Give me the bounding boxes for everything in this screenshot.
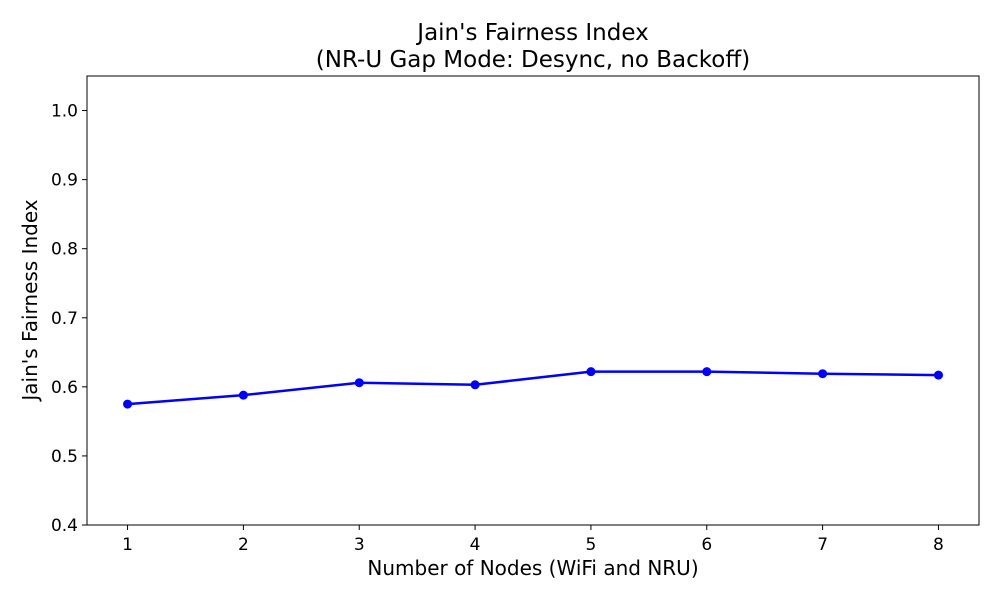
data-point [238, 390, 248, 400]
x-axis-label: Number of Nodes (WiFi and NRU) [367, 556, 698, 580]
y-tick-label: 0.8 [51, 240, 78, 260]
x-tick-label: 5 [586, 535, 597, 555]
x-tick-label: 7 [817, 535, 828, 555]
series-line [127, 370, 939, 406]
data-point [354, 378, 364, 388]
chart-title-line1: Jain's Fairness Index [415, 20, 648, 46]
y-axis-label: Jain's Fairness Index [18, 199, 42, 402]
x-tick-label: 4 [470, 535, 481, 555]
y-tick-label: 0.5 [51, 447, 78, 467]
y-tick-label: 0.9 [51, 171, 78, 191]
data-point [818, 369, 828, 379]
x-tick-label: 8 [933, 535, 944, 555]
y-tick-label: 0.4 [51, 516, 78, 536]
x-tick-label: 2 [238, 535, 249, 555]
plot-area: 1 2 3 4 5 6 7 8 0.4 0.5 0.6 0.7 0.8 0.9 1.0 [51, 75, 980, 555]
x-tick-label: 6 [701, 535, 712, 555]
plot-frame [86, 75, 980, 526]
data-point [470, 380, 480, 390]
y-tick-label: 0.7 [51, 309, 78, 329]
data-point [933, 370, 943, 380]
x-tick-label: 3 [354, 535, 365, 555]
y-tick-label: 0.6 [51, 378, 78, 398]
data-point [586, 367, 596, 377]
data-point [123, 399, 133, 409]
data-point [702, 367, 712, 377]
chart-title-line2: (NR-U Gap Mode: Desync, no Backoff) [316, 47, 750, 73]
y-tick-label: 1.0 [51, 102, 78, 122]
x-tick-label: 1 [122, 535, 133, 555]
